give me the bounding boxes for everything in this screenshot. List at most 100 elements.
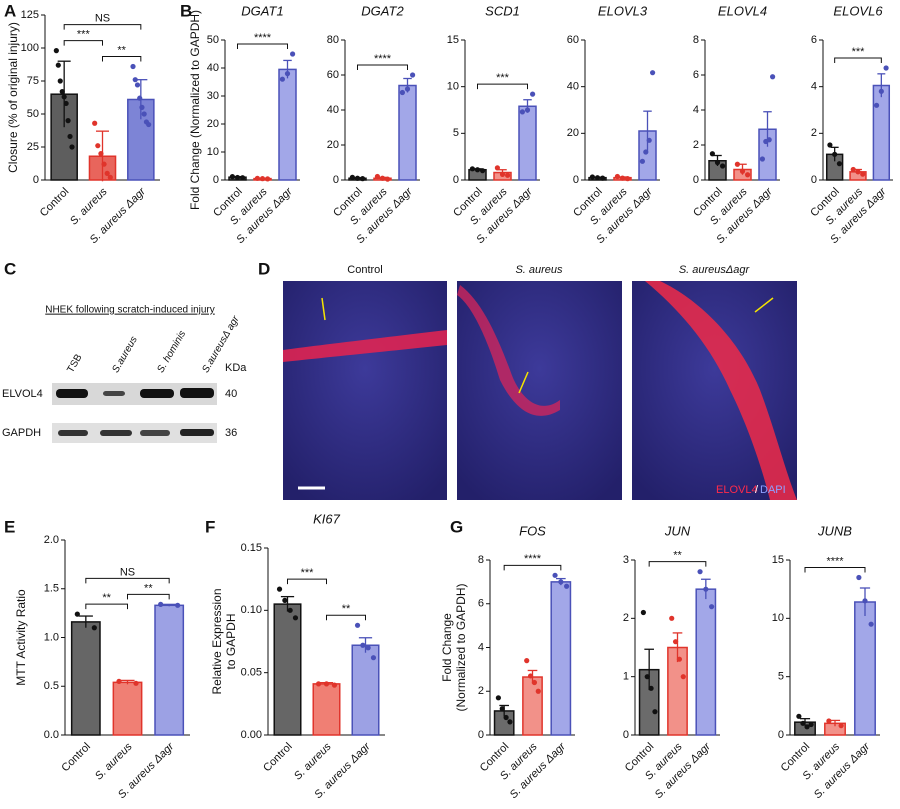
data-point: [804, 724, 810, 730]
data-point: [139, 104, 145, 110]
y-tick-label: 1: [623, 671, 629, 683]
data-point: [564, 583, 570, 589]
stain-label: ELOVL4: [716, 484, 758, 496]
data-point: [365, 645, 371, 651]
data-point: [838, 723, 844, 729]
panel-letter: G: [450, 517, 463, 536]
data-point: [259, 176, 266, 182]
significance-bracket: [127, 593, 170, 600]
panel-letter: E: [4, 517, 15, 536]
panel-letter: F: [205, 517, 215, 536]
data-point: [265, 176, 271, 182]
data-point: [315, 681, 322, 687]
y-tick-label: 15: [772, 554, 784, 566]
data-point: [640, 609, 646, 616]
blot-strip: [52, 423, 217, 443]
data-point: [410, 72, 416, 78]
data-point: [832, 151, 838, 157]
data-point: [349, 174, 355, 180]
y-tick-label: 5: [778, 671, 784, 683]
significance-label: NS: [120, 566, 135, 578]
lane-label: TSB: [65, 352, 84, 375]
data-point: [323, 681, 330, 687]
data-point: [625, 176, 631, 182]
chart-title: ELOVL4: [718, 3, 767, 18]
y-tick-label: 40: [207, 62, 219, 74]
data-point: [63, 100, 69, 107]
significance-label: **: [117, 44, 126, 56]
data-point: [808, 721, 814, 728]
data-point: [69, 144, 75, 150]
significance-bracket: [648, 561, 707, 567]
y-tick-label: 0: [333, 174, 339, 186]
data-point: [65, 118, 71, 124]
significance-bracket: [834, 57, 882, 63]
y-axis-label: Fold Change: [440, 613, 454, 682]
data-point: [594, 175, 601, 181]
arrow: [518, 371, 529, 394]
bar: [154, 604, 185, 736]
y-tick-label: 1.5: [44, 583, 59, 595]
bar: [70, 621, 101, 736]
y-axis-label: Closure (% of original injury): [6, 22, 20, 173]
band: [56, 389, 88, 398]
significance-label: ****: [826, 555, 844, 567]
y-axis-label: MTT Activity Ratio: [14, 589, 28, 686]
band: [100, 430, 132, 436]
data-point: [714, 159, 721, 166]
data-point: [524, 658, 530, 664]
significance-bracket: [102, 55, 142, 62]
chart-title: JUNB: [817, 523, 852, 538]
y-tick-label: 2: [811, 127, 817, 139]
chart-title: JUN: [664, 523, 691, 538]
bar: [398, 84, 417, 181]
data-point: [276, 586, 283, 592]
data-point: [862, 598, 868, 604]
data-point: [535, 688, 541, 694]
y-tick-label: 8: [478, 554, 484, 566]
data-point: [873, 102, 880, 108]
y-tick-label: 0: [693, 174, 699, 186]
data-point: [141, 111, 147, 117]
data-point: [800, 720, 806, 726]
y-tick-label: 0: [623, 729, 629, 741]
data-point: [672, 639, 679, 645]
data-point: [229, 174, 235, 180]
data-point: [850, 166, 856, 173]
stain-label: /: [755, 484, 759, 496]
data-point: [644, 674, 650, 680]
data-point: [836, 161, 843, 167]
y-tick-label: 20: [207, 118, 219, 130]
stain: [645, 281, 797, 500]
y-tick-label: 6: [693, 69, 699, 81]
bar: [518, 105, 537, 181]
data-point: [354, 622, 361, 628]
y-tick-label: 4: [811, 81, 817, 93]
data-point: [370, 655, 377, 661]
significance-label: ***: [496, 72, 510, 84]
data-point: [374, 173, 380, 180]
data-point: [505, 172, 511, 178]
data-point: [860, 171, 866, 177]
data-point: [524, 107, 531, 113]
data-point: [59, 88, 65, 95]
y-tick-label: 25: [27, 141, 39, 153]
data-point: [95, 143, 101, 149]
lane-label: S. hominis: [155, 329, 188, 375]
y-axis-label: Fold Change (Normalized to GAPDH): [188, 10, 202, 210]
panel-letter: B: [180, 1, 192, 20]
y-tick-label: 6: [478, 598, 484, 610]
data-point: [552, 572, 558, 578]
data-point: [92, 120, 98, 126]
y-tick-label: 3: [623, 554, 629, 566]
y-tick-label: 0: [573, 174, 579, 186]
significance-bracket: [237, 43, 288, 49]
y-tick-label: 1.0: [44, 631, 59, 643]
data-point: [530, 91, 536, 97]
data-point: [137, 95, 143, 101]
data-point: [499, 171, 506, 177]
chart-title: FOS: [519, 523, 546, 538]
data-point: [639, 158, 646, 164]
bar: [550, 581, 572, 736]
y-tick-label: 15: [447, 34, 459, 46]
